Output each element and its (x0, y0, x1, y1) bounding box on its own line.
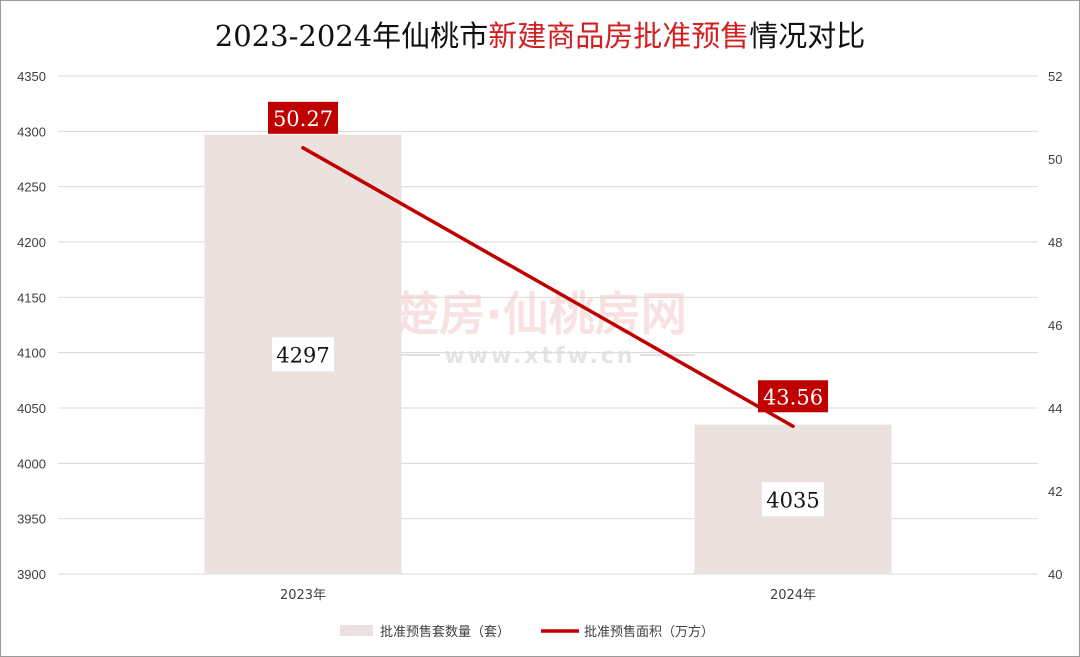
watermark-url: www.xtfw.cn (444, 344, 635, 369)
legend-label-bar: 批准预售套数量（套） (380, 624, 510, 640)
left-tick-label: 4250 (17, 180, 46, 195)
x-axis: 2023年 2024年 (280, 588, 816, 603)
x-tick-label: 2023年 (280, 588, 326, 603)
right-tick-label: 48 (1048, 235, 1062, 250)
right-tick-label: 40 (1048, 567, 1062, 582)
bar-data-label: 4035 (766, 488, 819, 512)
line-series (301, 146, 795, 429)
bar-data-label: 4297 (276, 343, 329, 367)
legend-label-line: 批准预售面积（万方） (584, 624, 714, 640)
left-y-axis: 3900 3950 4000 4050 4100 4150 4200 4250 4300 4350 (17, 69, 46, 582)
right-tick-label: 46 (1048, 318, 1062, 333)
chart-title: 2023-2024年仙桃市新建商品房批准预售情况对比 (1, 13, 1079, 55)
watermark: 楚房·仙桃房网 www.xtfw.cn (385, 287, 695, 369)
legend: 批准预售套数量（套） 批准预售面积（万方） (340, 624, 714, 640)
watermark-logo: 楚房·仙桃房网 (393, 287, 686, 341)
right-tick-label: 44 (1048, 401, 1062, 416)
bar-data-labels: 4297 4035 (272, 337, 824, 517)
right-y-axis: 40 42 44 46 48 50 52 (1048, 69, 1062, 582)
line-data-labels: 50.27 43.56 (268, 101, 828, 413)
left-tick-label: 4100 (17, 346, 46, 361)
right-tick-label: 50 (1048, 152, 1062, 167)
right-tick-label: 42 (1048, 484, 1062, 499)
left-tick-label: 4000 (17, 456, 46, 471)
left-tick-label: 3900 (17, 567, 46, 582)
line-data-label: 43.56 (763, 385, 823, 409)
left-tick-label: 4350 (17, 69, 46, 84)
bar-label-background (272, 337, 334, 372)
left-tick-label: 4300 (17, 124, 46, 139)
legend-swatch-bar (340, 625, 373, 636)
title-part-1: 2023-2024年仙桃市 (214, 19, 489, 53)
right-tick-label: 52 (1048, 69, 1062, 84)
bar-label-background (762, 482, 824, 517)
title-part-2: 情况对比 (749, 19, 866, 53)
left-tick-label: 4150 (17, 290, 46, 305)
line-data-label: 50.27 (273, 107, 333, 131)
left-tick-label: 4050 (17, 401, 46, 416)
line-label-background (758, 380, 828, 413)
line-path (301, 146, 795, 429)
x-tick-label: 2024年 (770, 588, 816, 603)
line-label-background (268, 101, 338, 134)
left-tick-label: 3950 (17, 512, 46, 527)
left-tick-label: 4200 (17, 235, 46, 250)
title-highlight: 新建商品房批准预售 (488, 19, 750, 53)
